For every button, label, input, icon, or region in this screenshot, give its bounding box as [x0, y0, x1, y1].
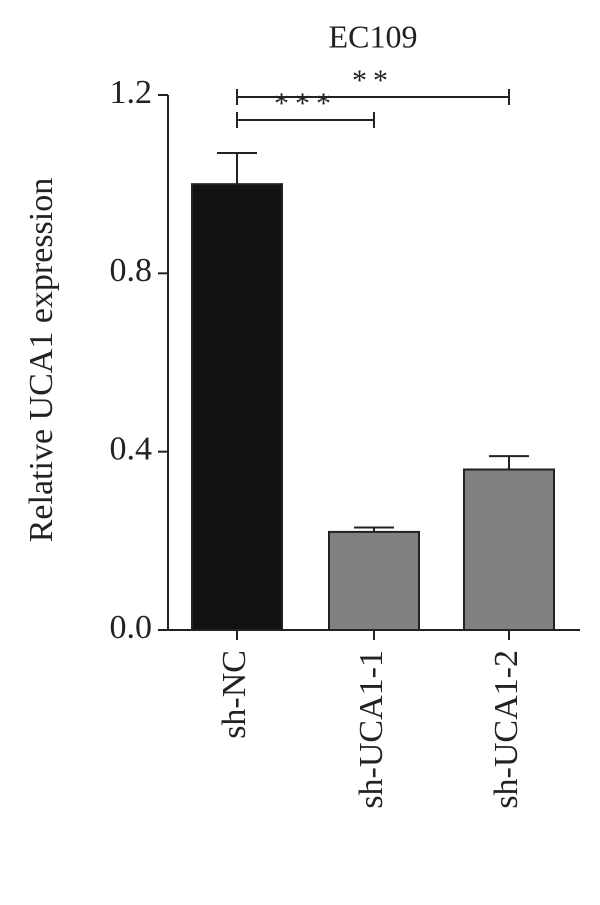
error-bar — [489, 455, 529, 470]
significance-bracket — [236, 112, 375, 128]
bar — [463, 468, 555, 631]
error-bar — [354, 526, 394, 532]
significance-label: *** — [274, 87, 337, 120]
y-tick-label: 1.2 — [110, 74, 153, 111]
significance-bracket — [236, 89, 510, 105]
x-tick-label: sh-UCA1-1 — [353, 650, 390, 809]
bar — [191, 183, 283, 632]
y-axis-label: Relative UCA1 expression — [23, 178, 60, 543]
x-tick-label: sh-NC — [216, 650, 253, 739]
error-bar — [217, 151, 257, 185]
x-tick-label: sh-UCA1-2 — [488, 650, 525, 809]
bar — [328, 530, 420, 632]
chart-title: EC109 — [329, 18, 418, 54]
y-tick-label: 0.4 — [110, 430, 153, 467]
y-tick-label: 0.0 — [110, 609, 153, 646]
significance-label: ** — [352, 64, 394, 97]
y-tick-label: 0.8 — [110, 252, 153, 289]
